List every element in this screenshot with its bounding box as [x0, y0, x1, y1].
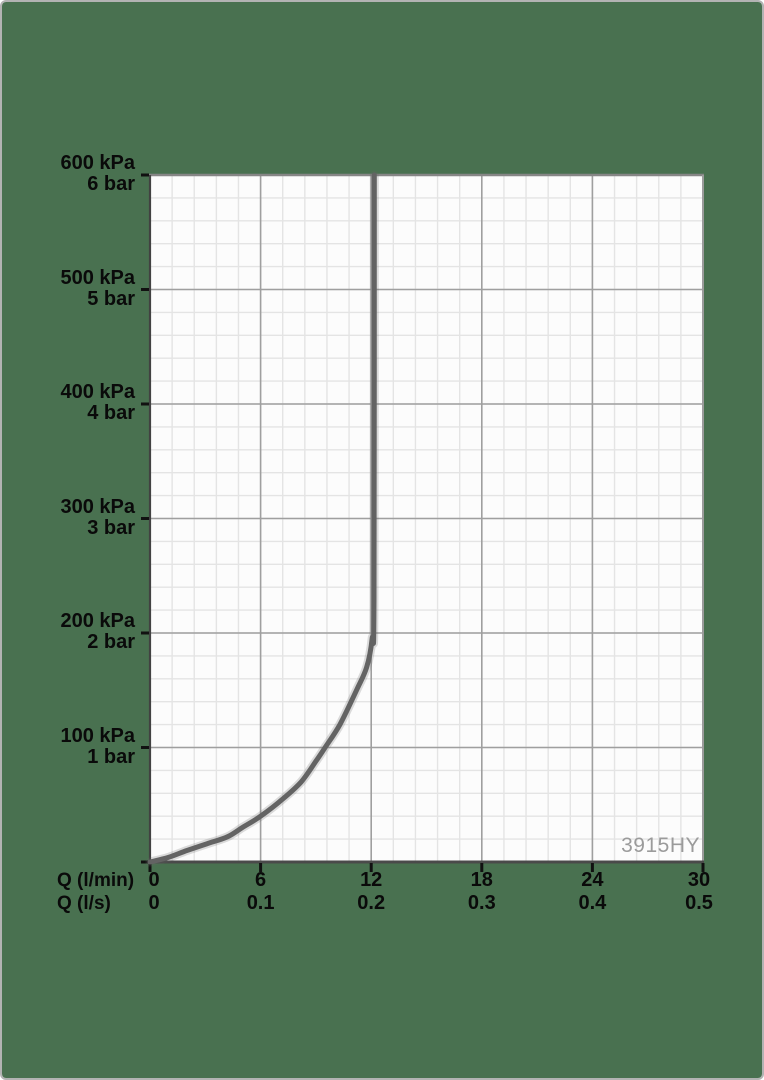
flow-curve [147, 172, 377, 865]
product-code-label: 3915HY [621, 834, 700, 857]
